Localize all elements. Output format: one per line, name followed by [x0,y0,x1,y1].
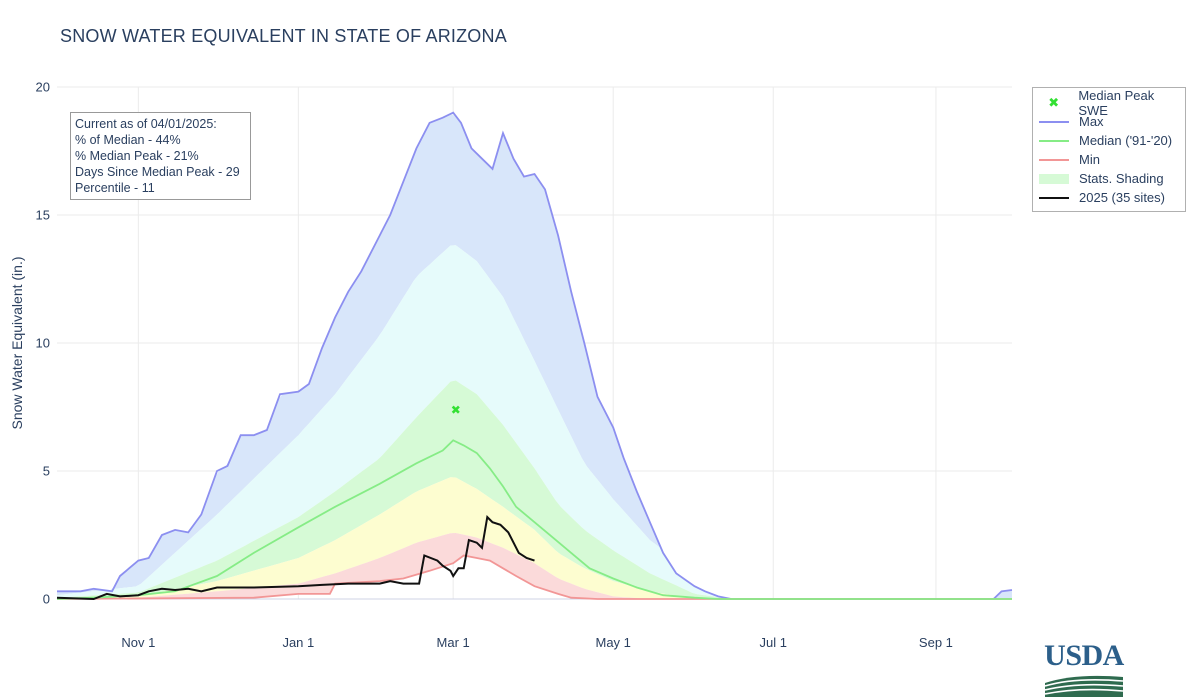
line-swatch-icon [1039,196,1069,199]
legend-line-swatch [1039,131,1069,150]
band-p30-min [57,533,1012,599]
legend-label: Stats. Shading [1079,171,1164,186]
line-swatch-icon [1039,139,1069,142]
legend-item-max[interactable]: Max [1039,112,1104,131]
legend-item-stats-shading[interactable]: Stats. Shading [1039,169,1164,188]
annotation-line: % of Median - 44% [75,133,181,147]
series-line-median [56,439,1012,600]
band-p50-p30 [57,477,1012,599]
x-tick-label: Jan 1 [282,635,314,650]
fill-swatch-icon [1039,173,1069,184]
axis-layer: 0 5 10 15 20 Nov 1 Jan 1 Mar 1 May 1 Jul 1 Sep 1 Sn… [9,80,953,651]
y-tick-label: 10 [36,336,50,351]
stats-shading-layer [57,113,1012,600]
legend-item-2025[interactable]: 2025 (35 sites) [1039,188,1165,207]
x-tick-label: May 1 [596,635,631,650]
annotation-line: Days Since Median Peak - 29 [75,165,240,179]
legend-label: Min [1079,152,1100,167]
annotation-line: Percentile - 11 [75,181,155,195]
annotation-line: % Median Peak - 21% [75,149,199,163]
x-marker-icon: ✖ [1048,95,1060,110]
annotation-line: Current as of 04/01/2025: [75,117,217,131]
legend-label: Median Peak SWE [1078,87,1155,118]
series-line-2025 [56,515,535,601]
usda-logo-text: USDA [1044,639,1124,672]
series-lines-layer [56,111,1013,601]
y-tick-label: 20 [36,80,50,95]
band-p90-p70 [57,245,1012,599]
current-status-annotation: Current as of 04/01/2025: % of Median - … [70,112,251,200]
legend-label: 2025 (35 sites) [1079,190,1165,205]
line-swatch-icon [1039,158,1069,161]
legend-line-swatch [1039,188,1069,207]
legend-item-median-peak[interactable]: ✖ Median Peak SWE [1039,88,1185,118]
marker-layer: ✖ [451,403,461,417]
legend-item-min[interactable]: Min [1039,150,1100,169]
y-axis-label: Snow Water Equivalent (in.) [9,257,25,430]
series-line-max [57,111,1013,600]
median-peak-marker: ✖ [451,403,461,417]
y-tick-label: 0 [43,592,50,607]
legend-line-swatch [1039,150,1069,169]
x-tick-label: Mar 1 [437,635,470,650]
line-swatch-icon [1039,120,1069,123]
legend-label: Max [1079,114,1104,129]
legend-marker-swatch: ✖ [1039,93,1068,112]
chart-legend: ✖ Median Peak SWE Max Median ('91-'20) M… [1032,87,1186,212]
band-p70-p50 [57,380,1012,599]
chart-title: SNOW WATER EQUIVALENT IN STATE OF ARIZON… [60,26,507,46]
x-tick-label: Jul 1 [760,635,787,650]
legend-label: Median ('91-'20) [1079,133,1173,148]
x-tick-label: Nov 1 [121,635,155,650]
legend-item-median[interactable]: Median ('91-'20) [1039,131,1172,150]
legend-line-swatch [1039,112,1069,131]
legend-fill-swatch [1039,169,1069,188]
x-tick-label: Sep 1 [919,635,953,650]
series-line-min [56,554,1012,600]
usda-hills-icon [1045,675,1123,697]
usda-logo: USDA [1044,640,1124,698]
band-max-p90 [57,113,1012,600]
y-tick-label: 15 [36,208,50,223]
y-tick-label: 5 [43,464,50,479]
